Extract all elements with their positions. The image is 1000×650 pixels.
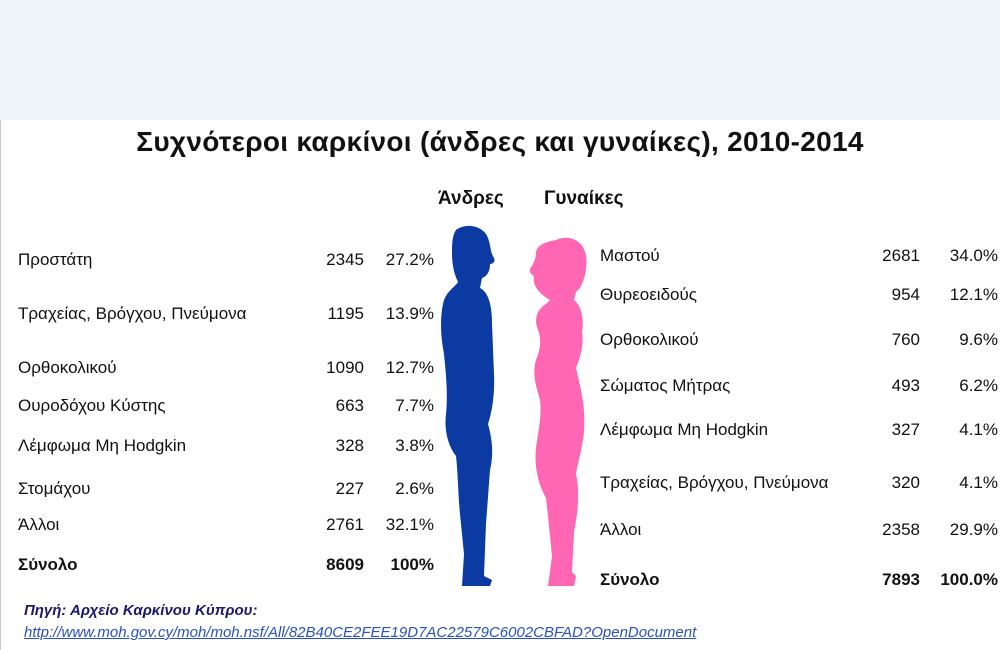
men-site-label: Λέμφωμα Μη Hodgkin [18,436,187,455]
men-case-count: 8609 [326,555,364,574]
men-table-row: Τραχείας, Βρόγχου, Πνεύμονα 1195 13.9% [18,304,434,328]
men-column-header: Άνδρες [438,188,504,209]
women-case-count: 954 [891,285,920,304]
women-percentage: 29.9% [949,520,998,539]
men-table-row: Ορθοκολικού 1090 12.7% [18,358,434,382]
left-rule [0,120,1,650]
men-site-label: Τραχείας, Βρόγχου, Πνεύμονα [18,304,247,323]
women-case-count: 760 [891,330,920,349]
source-label: Πηγή: Αρχείο Καρκίνου Κύπρου: [24,602,258,619]
women-site-label: Σώματος Μήτρας [600,376,731,395]
men-table-row: Προστάτη 2345 27.2% [18,250,434,274]
men-table-row: Άλλοι 2761 32.1% [18,515,434,539]
men-table-row: Λέμφωμα Μη Hodgkin 328 3.8% [18,436,434,460]
men-percentage: 3.8% [395,436,434,455]
female-silhouette-icon [529,237,587,587]
women-table-row: Τραχείας, Βρόγχου, Πνεύμονα 320 4.1% [600,473,1000,497]
women-table-row: Σώματος Μήτρας 493 6.2% [600,376,1000,400]
women-case-count: 7893 [882,570,920,589]
men-case-count: 1090 [326,358,364,377]
men-table-row: Ουροδόχου Κύστης 663 7.7% [18,396,434,420]
men-site-label: Στομάχου [18,479,91,498]
men-case-count: 2761 [326,515,364,534]
women-percentage: 9.6% [959,330,998,349]
women-case-count: 493 [891,376,920,395]
women-table-row: Ορθοκολικού 760 9.6% [600,330,1000,354]
women-total-row: Σύνολο 7893 100.0% [600,570,1000,594]
women-site-label: Άλλοι [600,520,642,539]
men-total-row: Σύνολο 8609 100% [18,555,434,579]
women-table-row: Μαστού 2681 34.0% [600,246,1000,270]
men-case-count: 1195 [327,304,364,323]
men-site-label: Προστάτη [18,250,93,269]
top-band [0,0,1000,120]
men-case-count: 328 [335,436,364,455]
men-site-label: Ουροδόχου Κύστης [18,396,166,415]
men-case-count: 2345 [326,250,364,269]
women-column-header: Γυναίκες [544,188,624,209]
men-percentage: 100% [390,555,434,574]
women-percentage: 12.1% [949,285,998,304]
women-case-count: 320 [891,473,920,492]
women-percentage: 4.1% [959,473,998,492]
women-table-row: Λέμφωμα Μη Hodgkin 327 4.1% [600,420,1000,444]
chart-title: Συχνότεροι καρκίνοι (άνδρες και γυναίκες… [136,126,864,157]
women-table-row: Θυρεοειδούς 954 12.1% [600,285,1000,309]
men-table-row: Στομάχου 227 2.6% [18,479,434,503]
men-site-label: Σύνολο [18,555,78,574]
men-site-label: Άλλοι [18,515,60,534]
women-percentage: 100.0% [940,570,998,589]
women-site-label: Θυρεοειδούς [600,285,697,304]
men-percentage: 12.7% [385,358,434,377]
women-site-label: Μαστού [600,246,660,265]
women-site-label: Λέμφωμα Μη Hodgkin [600,420,769,439]
women-site-label: Τραχείας, Βρόγχου, Πνεύμονα [600,473,829,492]
men-percentage: 32.1% [385,515,434,534]
women-table-row: Άλλοι 2358 29.9% [600,520,1000,544]
women-site-label: Σύνολο [600,570,660,589]
women-site-label: Ορθοκολικού [600,330,699,349]
women-case-count: 2358 [882,520,920,539]
men-percentage: 7.7% [395,396,434,415]
male-silhouette-icon [441,225,495,586]
men-percentage: 27.2% [385,250,434,269]
source-link[interactable]: http://www.moh.gov.cy/moh/moh.nsf/All/82… [24,624,697,641]
women-percentage: 4.1% [959,420,998,439]
women-case-count: 327 [891,420,920,439]
men-site-label: Ορθοκολικού [18,358,117,377]
women-percentage: 6.2% [959,376,998,395]
men-case-count: 663 [335,396,364,415]
men-percentage: 2.6% [395,479,434,498]
women-case-count: 2681 [882,246,920,265]
men-case-count: 227 [335,479,364,498]
women-percentage: 34.0% [949,246,998,265]
men-percentage: 13.9% [385,304,434,323]
